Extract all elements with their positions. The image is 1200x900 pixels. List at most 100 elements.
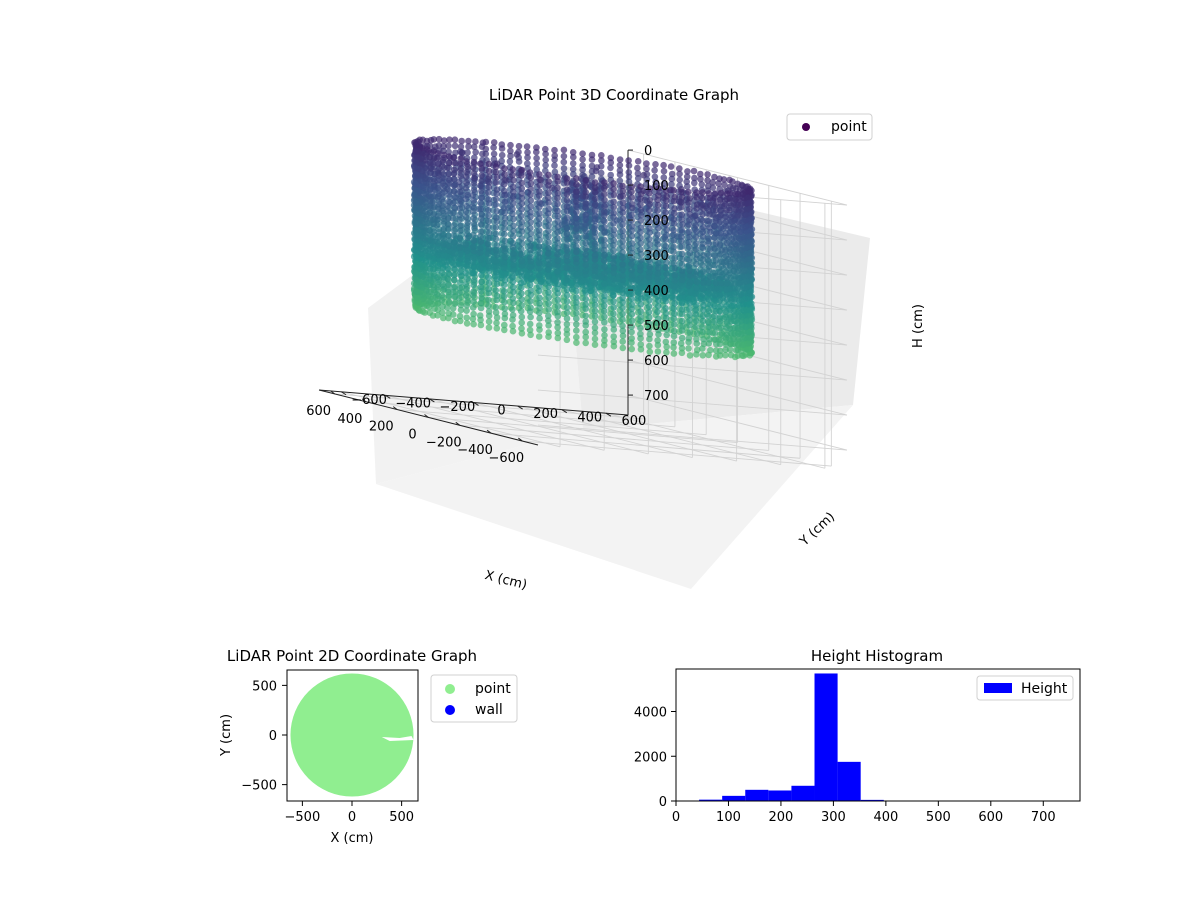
point-3d [628,201,636,208]
point-3d [678,233,685,240]
histogram-bar [837,761,861,801]
point-3d [485,274,492,281]
point-3d [692,306,700,314]
point-3d [435,205,442,213]
point-3d [722,252,730,260]
point-3d [610,291,617,299]
point-3d [563,336,571,344]
point-3d [518,172,525,179]
point-3d [456,240,463,247]
legend-marker-point [445,684,455,694]
point-3d [536,243,543,250]
point-3d [591,307,599,315]
point-3d [705,235,712,242]
point-3d [671,300,678,307]
point-3d [670,350,678,357]
point-3d [619,338,626,345]
point-3d [610,315,617,323]
point-3d [735,335,743,343]
point-3d [727,218,735,225]
point-3d [527,224,534,232]
point-3d [646,225,653,232]
point-3d [685,262,693,269]
point-3d [610,326,618,333]
point-3d [545,283,552,290]
point-3d [588,151,596,159]
point-3d [416,307,423,315]
point-3d [663,276,671,284]
point-3d [563,264,571,272]
point-3d [654,201,662,209]
point-3d [685,221,692,228]
point-3d [637,183,644,190]
point-3d [465,137,472,145]
x-tick-label: 200 [369,420,394,435]
point-3d [527,253,534,261]
point-3d [477,205,485,213]
point-3d [573,232,580,239]
point-3d [705,251,713,259]
point-3d [698,201,706,208]
point-3d [411,191,418,199]
point-3d [492,224,500,231]
point-3d [634,170,642,177]
point-3d [610,226,618,234]
point-3d [554,268,562,275]
point-3d [739,284,747,291]
point-3d [706,329,713,336]
point-3d [591,229,599,236]
point-3d [685,256,693,264]
point-3d [607,171,614,179]
point-3d [654,280,662,288]
point-3d [554,334,562,342]
point-3d [700,306,707,314]
point-3d [573,214,580,222]
point-3d [463,230,471,238]
point-3d [699,291,707,298]
point-3d [569,165,577,173]
point-3d [457,250,464,258]
point-3d [637,295,645,302]
point-3d [690,167,698,175]
point-3d [588,173,596,180]
point-3d [476,244,484,252]
point-3d [412,231,419,239]
point-3d [510,250,517,258]
point-3d [414,148,422,155]
point-3d [477,199,484,207]
point-3d [457,262,464,270]
point-3d [662,338,670,346]
point-3d [485,234,492,242]
z-tick-label: 700 [644,389,669,404]
point-3d [582,251,589,258]
point-3d [663,343,670,351]
point-3d [600,341,608,349]
point-3d [500,181,508,188]
point-3d [563,214,571,221]
z-tick-label: 500 [644,319,669,334]
point-3d [670,305,677,312]
point-3d [628,194,636,201]
point-3d [412,199,420,206]
point-3d [591,207,599,214]
point-3d [462,173,470,181]
legend-marker-wall [445,705,455,715]
point-3d [625,178,633,185]
point-3d [646,218,653,225]
point-3d [610,259,617,267]
point-3d [533,154,540,162]
point-3d [518,206,525,213]
point-3d [597,169,605,177]
point-3d [685,238,692,246]
point-3d [462,241,470,248]
point-3d [582,227,589,235]
point-3d [646,342,653,350]
point-3d [506,158,514,165]
point-3d [544,194,552,201]
point-3d [554,235,561,242]
point-3d [600,307,608,315]
point-3d [692,285,700,292]
histogram-bar [722,795,746,801]
point-3d [545,227,552,235]
y-tick-label: 0 [659,795,667,810]
